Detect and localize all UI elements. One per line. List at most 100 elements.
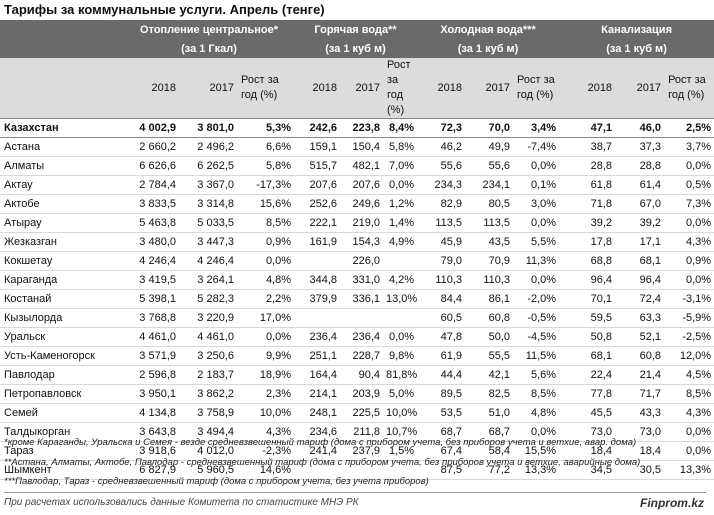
table-cell: 13,0% (383, 289, 418, 309)
footnote: **Астана, Алматы, Актобе, Павлодар - сре… (4, 457, 641, 468)
column-header: Рост за год (%) (513, 58, 560, 119)
table-cell (340, 460, 384, 480)
table-cell: 3 220,9 (179, 308, 237, 328)
table-cell: 47,8 (417, 327, 466, 347)
table-cell: 17,0% (237, 308, 295, 328)
table-row: Актау 2 784,4 3 367,0 -17,3% 207,6 207,6 0,0% 2… (0, 175, 714, 195)
region-name: Казахстан (0, 118, 124, 138)
table-cell: 39,2 (615, 213, 665, 233)
brand: Finprom.kz (639, 496, 704, 510)
table-row: Шымкент 6 827,9 5 960,5 14,6% 87,5 77,2 13,3% 3… (0, 460, 714, 480)
table-cell: 0,0% (664, 441, 714, 461)
table-cell: 45,5 (559, 403, 616, 423)
table-cell: 5 282,3 (179, 289, 237, 309)
column-header: 2017 (340, 58, 384, 119)
table-cell: 249,6 (340, 194, 384, 214)
table-cell: -3,1% (664, 289, 714, 309)
table-cell: 50,0 (465, 327, 514, 347)
table-cell: 71,8 (559, 194, 616, 214)
table-cell: 4,3% (664, 232, 714, 252)
table-cell: 5 398,1 (124, 289, 179, 309)
table-cell: 2 784,4 (124, 175, 179, 195)
table-cell: 55,5 (465, 346, 514, 366)
table-cell: 18,4 (559, 441, 616, 461)
table-cell: 81,8% (383, 365, 418, 385)
table-cell: 0,1% (513, 175, 560, 195)
table-row: Петропавловск 3 950,1 3 862,2 2,3% 214,1 203,… (0, 384, 714, 404)
table-cell: 4,3% (664, 403, 714, 423)
table-cell: 55,6 (465, 156, 514, 176)
table-cell: 68,7 (465, 422, 514, 442)
table-cell: -17,3% (237, 175, 295, 195)
table-cell: 2 596,8 (124, 365, 179, 385)
region-name: Атырау (0, 213, 124, 233)
table-cell: 67,4 (417, 441, 466, 461)
table-cell: 2 496,2 (179, 137, 237, 157)
region-name: Усть-Каменогорск (0, 346, 124, 366)
table-cell: 44,4 (417, 365, 466, 385)
table-cell: 51,0 (465, 403, 514, 423)
table-cell: 15,6% (237, 194, 295, 214)
table-row: Талдыкорган 3 643,8 3 494,4 4,3% 234,6 211,8 1… (0, 422, 714, 442)
table-cell: 0,0% (664, 156, 714, 176)
table-cell: 2,2% (237, 289, 295, 309)
table-cell: 110,3 (417, 270, 466, 290)
column-header: 2018 (417, 58, 466, 119)
table-cell: 3 264,1 (179, 270, 237, 290)
table-cell: 113,5 (465, 213, 514, 233)
table-cell: 5 960,5 (179, 460, 237, 480)
table-cell: 336,1 (340, 289, 384, 309)
table-row: Усть-Каменогорск 3 571,9 3 250,6 9,9% 251,1 2… (0, 346, 714, 366)
table-cell: 60,5 (417, 308, 466, 328)
table-row: Костанай 5 398,1 5 282,3 2,2% 379,9 336,1 13,0… (0, 289, 714, 309)
table-cell: 0,0% (513, 213, 560, 233)
table-cell: 14,6% (237, 460, 295, 480)
table-cell: 4 461,0 (179, 327, 237, 347)
table-cell: 4 012,0 (179, 441, 237, 461)
table-cell: 6 827,9 (124, 460, 179, 480)
table-cell: 207,6 (340, 175, 384, 195)
table-cell: 17,8 (559, 232, 616, 252)
region-name: Уральск (0, 327, 124, 347)
table-cell: 7,3% (664, 194, 714, 214)
table-cell: 28,8 (559, 156, 616, 176)
table-cell: 211,8 (340, 422, 384, 442)
table-cell (294, 460, 341, 480)
table-cell: 43,3 (615, 403, 665, 423)
table-cell: 252,6 (294, 194, 341, 214)
table-cell: 46,2 (417, 137, 466, 157)
table-cell: 5,0% (383, 384, 418, 404)
table-cell: 10,0% (237, 403, 295, 423)
table-cell: 79,0 (417, 251, 466, 271)
table-cell: 3,4% (513, 118, 560, 138)
table-cell: -4,5% (513, 327, 560, 347)
table-cell (294, 251, 341, 271)
table-cell: 0,0% (513, 422, 560, 442)
table-cell: -2,5% (664, 327, 714, 347)
table-cell: -7,4% (513, 137, 560, 157)
table-row: Атырау 5 463,8 5 033,5 8,5% 222,1 219,0 1,4% 11… (0, 213, 714, 233)
table-cell: 331,0 (340, 270, 384, 290)
tariff-table: Отопление центральное* Горячая вода** Холо… (0, 20, 714, 480)
table-cell: 3 494,4 (179, 422, 237, 442)
table-body: Казахстан 4 002,9 3 801,0 5,3% 242,6 223,8 8,4… (0, 118, 714, 480)
table-cell: 82,9 (417, 194, 466, 214)
group-name: Холодная вода*** (417, 20, 560, 39)
table-cell: 5,5% (513, 232, 560, 252)
table-cell: 10,7% (383, 422, 418, 442)
table-row: Жезказган 3 480,0 3 447,3 0,9% 161,9 154,3 4,9… (0, 232, 714, 252)
table-cell: 70,1 (559, 289, 616, 309)
column-header: Рост за год (%) (664, 58, 714, 119)
group-unit: (за 1 куб м) (559, 39, 714, 58)
table-cell: 22,4 (559, 365, 616, 385)
table-cell: 5,3% (237, 118, 295, 138)
table-cell: 222,1 (294, 213, 341, 233)
table-cell: 55,6 (417, 156, 466, 176)
table-cell: 58,4 (465, 441, 514, 461)
table-cell: 28,8 (615, 156, 665, 176)
table-cell: 11,3% (513, 251, 560, 271)
table-cell: 53,5 (417, 403, 466, 423)
region-name: Кокшетау (0, 251, 124, 271)
table-cell: 251,1 (294, 346, 341, 366)
